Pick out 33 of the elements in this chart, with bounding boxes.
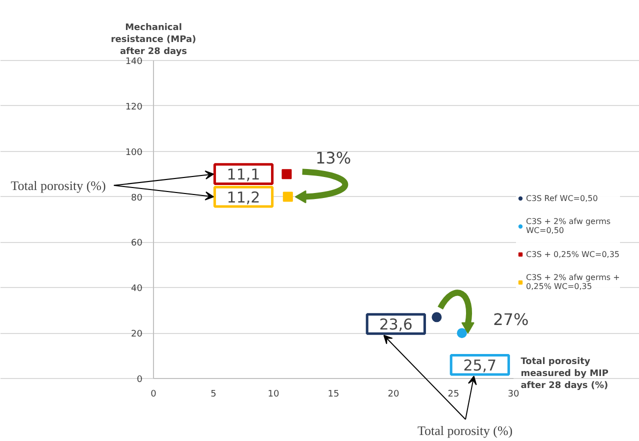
y-tick-label: 100 bbox=[125, 148, 143, 158]
y-tick-label: 20 bbox=[131, 330, 143, 340]
x-tick-label: 0 bbox=[150, 390, 157, 400]
annotation: 11,2 bbox=[226, 188, 260, 206]
y-tick-label: 140 bbox=[125, 57, 143, 67]
x-tick-label: 15 bbox=[328, 390, 340, 400]
y-tick-label: 60 bbox=[131, 238, 143, 249]
x-axis-title: Total porosity measured by MIP after 28 days (%) bbox=[520, 356, 609, 391]
text: Total porosity (%) bbox=[10, 178, 106, 193]
y-tick-label: 0 bbox=[136, 375, 143, 385]
x-tick-label: 30 bbox=[508, 390, 520, 400]
annotation: 25,7 bbox=[463, 356, 497, 374]
x-tick-label: 5 bbox=[210, 390, 216, 400]
legend-label: C3S + 2% afw germs + 0,25% WC=0,35 bbox=[526, 273, 620, 291]
annotation: 13% bbox=[316, 148, 352, 168]
point bbox=[282, 192, 293, 202]
y-tick-label: 120 bbox=[125, 102, 143, 112]
annotation: 23,6 bbox=[379, 315, 413, 334]
point bbox=[456, 328, 467, 338]
x-tick-label: 10 bbox=[268, 390, 280, 400]
y-tick-label: 40 bbox=[131, 284, 143, 294]
legend-label: C3S + 2% afw germs WC=0,50 bbox=[526, 217, 611, 235]
y-tick-label: 80 bbox=[131, 193, 143, 204]
text: Total porosity (%) bbox=[418, 423, 513, 438]
legend-label: C3S + 0,25% WC=0,35 bbox=[526, 249, 620, 259]
point bbox=[282, 169, 292, 180]
annotation: 11,1 bbox=[226, 166, 260, 184]
y-axis-title: Mechanical resistance (MPa) after 28 days bbox=[110, 23, 196, 58]
legend-label: C3S Ref WC=0,50 bbox=[526, 193, 598, 203]
annotation: 27% bbox=[493, 310, 529, 329]
x-tick-label: 25 bbox=[448, 390, 460, 400]
x-tick-label: 20 bbox=[388, 390, 400, 400]
point bbox=[432, 312, 442, 322]
